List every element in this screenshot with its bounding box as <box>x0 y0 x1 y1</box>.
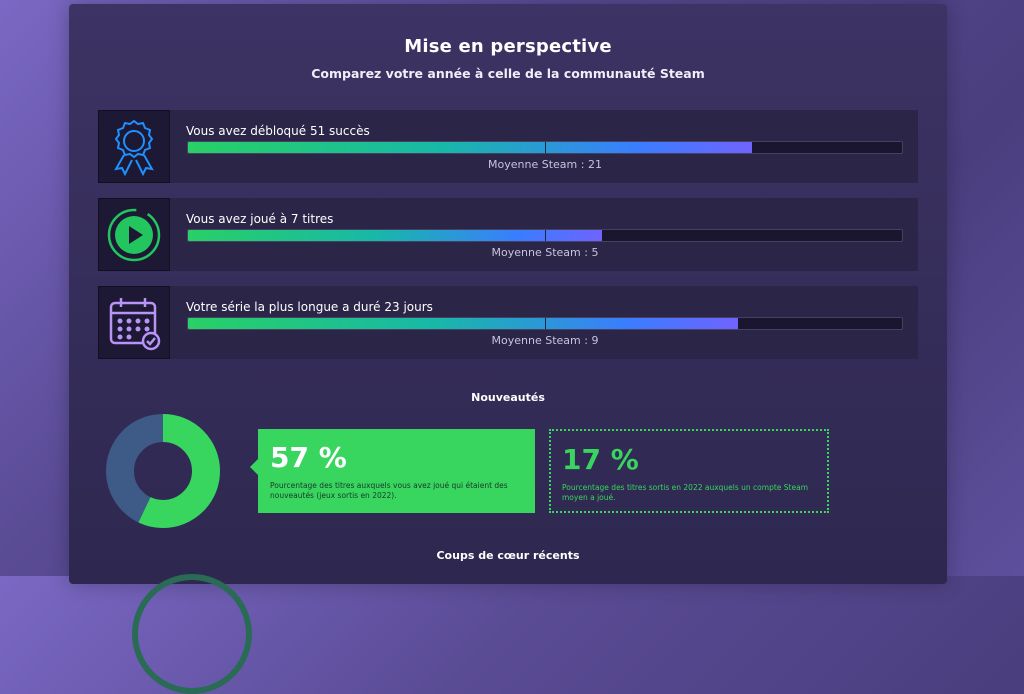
user-news-description: Pourcentage des titres auxquels vous ave… <box>270 481 508 500</box>
average-news-description: Pourcentage des titres sortis en 2022 au… <box>562 483 808 502</box>
favorites-section-title: Coups de cœur récents <box>436 549 580 562</box>
page-title: Mise en perspective <box>404 36 612 57</box>
average-news-percentage: 17 % <box>562 443 639 476</box>
stat-label: Votre série la plus longue a duré 23 jou… <box>186 300 433 314</box>
progress-bar <box>187 317 903 330</box>
stat-row-achievements: Vous avez débloqué 51 succès Moyenne Ste… <box>98 110 918 183</box>
progress-fill <box>188 142 753 153</box>
average-label: Moyenne Steam : 21 <box>488 158 602 171</box>
average-marker <box>545 230 546 241</box>
news-section-title: Nouveautés <box>471 391 545 404</box>
stat-label: Vous avez joué à 7 titres <box>186 212 334 226</box>
progress-bar <box>187 229 903 242</box>
stat-row-streak: Votre série la plus longue a duré 23 jou… <box>98 286 918 359</box>
stat-label: Vous avez débloqué 51 succès <box>186 124 370 138</box>
calendar-check-icon <box>98 286 170 359</box>
user-news-percentage: 57 % <box>270 441 347 474</box>
news-donut-chart <box>106 414 220 528</box>
progress-fill <box>188 230 603 241</box>
stat-row-games: Vous avez joué à 7 titres Moyenne Steam … <box>98 198 918 271</box>
average-news-card: 17 % Pourcentage des titres sortis en 20… <box>549 429 829 513</box>
progress-fill <box>188 318 738 329</box>
average-marker <box>545 142 546 153</box>
favorites-chart-preview <box>132 574 252 694</box>
average-marker <box>545 318 546 329</box>
average-label: Moyenne Steam : 5 <box>491 246 599 259</box>
average-label: Moyenne Steam : 9 <box>491 334 599 347</box>
donut-news-share <box>106 414 220 528</box>
perspective-panel: Mise en perspective Comparez votre année… <box>69 4 947 694</box>
page-subtitle: Comparez votre année à celle de la commu… <box>311 66 705 81</box>
award-ribbon-icon <box>98 110 170 183</box>
progress-bar <box>187 141 903 154</box>
user-news-card: 57 % Pourcentage des titres auxquels vou… <box>250 429 535 513</box>
play-circle-icon <box>98 198 170 271</box>
